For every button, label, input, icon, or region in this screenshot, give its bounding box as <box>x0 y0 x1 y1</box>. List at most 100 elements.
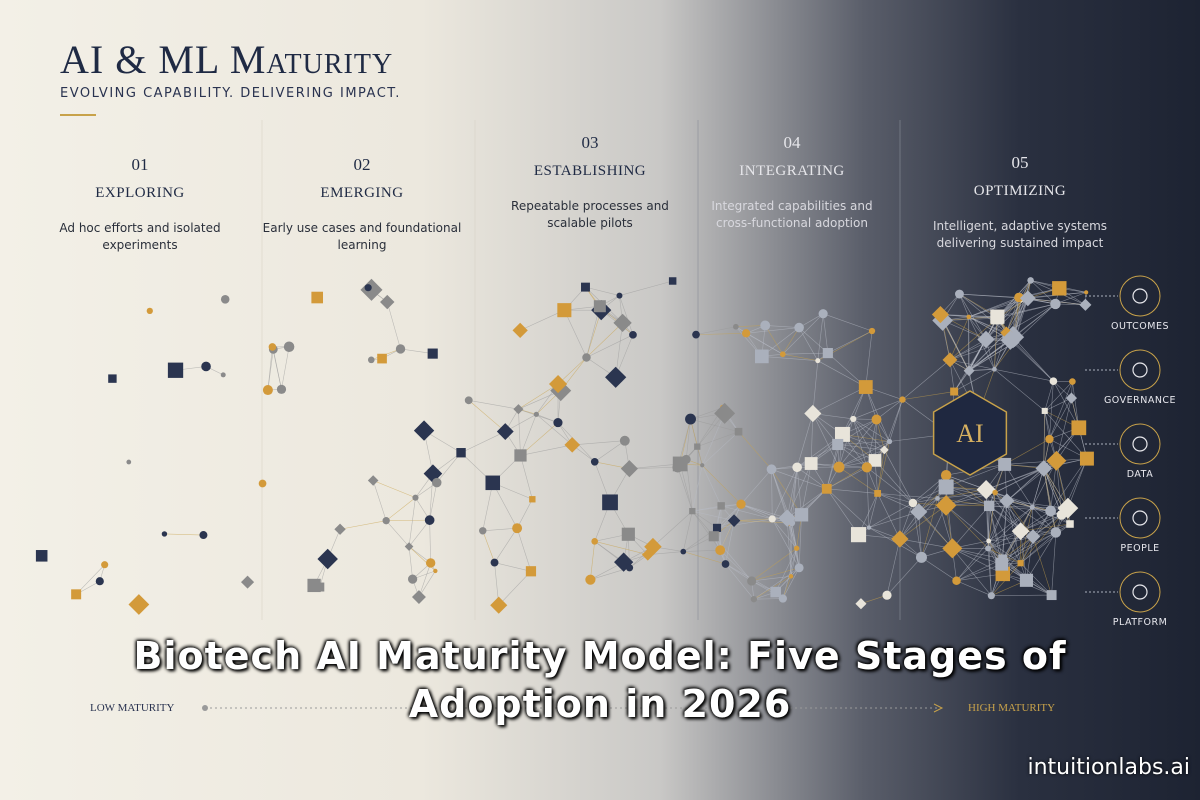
node <box>1027 277 1034 284</box>
node <box>935 496 940 501</box>
node <box>950 387 959 396</box>
node <box>35 550 48 562</box>
link <box>408 546 413 580</box>
link <box>1020 523 1071 564</box>
node <box>908 498 918 508</box>
node <box>425 558 436 568</box>
node <box>987 592 995 600</box>
stage: 05 OPTIMIZING Intelligent, adaptive system… <box>920 153 1120 252</box>
node <box>952 576 961 585</box>
link <box>987 548 992 596</box>
node <box>879 445 889 455</box>
link <box>987 500 1008 549</box>
link <box>838 449 885 468</box>
node <box>915 551 927 563</box>
link <box>683 551 726 565</box>
node <box>886 438 893 445</box>
pillar-glyph <box>1132 288 1148 304</box>
link <box>594 541 648 555</box>
link <box>968 297 1019 318</box>
node <box>315 582 325 592</box>
node <box>815 358 821 364</box>
link <box>791 467 798 524</box>
stage-number: 05 <box>1011 153 1029 172</box>
node <box>832 438 844 451</box>
link <box>868 502 914 528</box>
node <box>899 396 906 403</box>
link <box>953 369 995 392</box>
node <box>1017 560 1024 567</box>
link <box>725 520 735 565</box>
link <box>817 360 866 388</box>
node <box>220 372 226 378</box>
link <box>372 480 387 521</box>
link <box>853 418 885 451</box>
node <box>1071 420 1087 436</box>
link <box>682 511 693 552</box>
node <box>992 366 997 372</box>
node <box>681 454 691 464</box>
stage-number: 01 <box>131 155 149 174</box>
title-rule <box>60 114 96 116</box>
node <box>619 435 630 446</box>
stage-description: Intelligent, adaptive systems delivering… <box>932 219 1108 250</box>
link <box>679 463 693 512</box>
node <box>593 300 606 313</box>
link <box>956 580 992 596</box>
node <box>1045 434 1054 444</box>
link <box>516 528 532 572</box>
title: AI & ML Maturity <box>60 37 394 82</box>
link <box>772 518 797 549</box>
node <box>334 523 346 535</box>
link <box>468 399 519 410</box>
link <box>1072 381 1080 428</box>
link <box>267 346 273 391</box>
node <box>268 343 277 351</box>
link <box>1032 460 1057 508</box>
node <box>792 462 802 473</box>
link <box>988 505 1004 559</box>
link <box>817 313 824 361</box>
link <box>838 419 877 468</box>
node <box>590 457 599 466</box>
node <box>581 282 590 292</box>
link <box>482 530 495 563</box>
node <box>456 448 466 458</box>
link <box>683 535 714 552</box>
node <box>976 480 996 500</box>
link <box>385 520 410 547</box>
node <box>364 284 372 292</box>
link <box>751 575 792 582</box>
link <box>886 538 901 596</box>
link <box>482 527 518 532</box>
link <box>812 413 840 468</box>
link <box>949 339 987 361</box>
link <box>1044 381 1054 412</box>
node <box>966 314 971 320</box>
node <box>317 548 338 570</box>
node <box>1079 451 1094 466</box>
link <box>692 510 735 521</box>
link <box>884 449 914 504</box>
link <box>572 440 625 446</box>
link <box>1006 297 1020 333</box>
link <box>765 325 800 328</box>
link <box>852 418 868 468</box>
link <box>988 505 1021 564</box>
node <box>367 475 379 486</box>
link <box>782 353 818 361</box>
link <box>690 407 723 420</box>
link <box>949 332 1007 361</box>
node <box>126 459 132 465</box>
link <box>1044 397 1072 412</box>
link <box>408 497 416 547</box>
axis-high: HIGH MATURITY <box>968 702 1056 714</box>
node <box>882 590 892 600</box>
link <box>1002 500 1008 559</box>
node <box>1019 573 1033 587</box>
node <box>770 586 781 598</box>
node <box>741 329 751 338</box>
node <box>717 502 725 510</box>
node <box>360 278 383 301</box>
node <box>998 554 1008 564</box>
